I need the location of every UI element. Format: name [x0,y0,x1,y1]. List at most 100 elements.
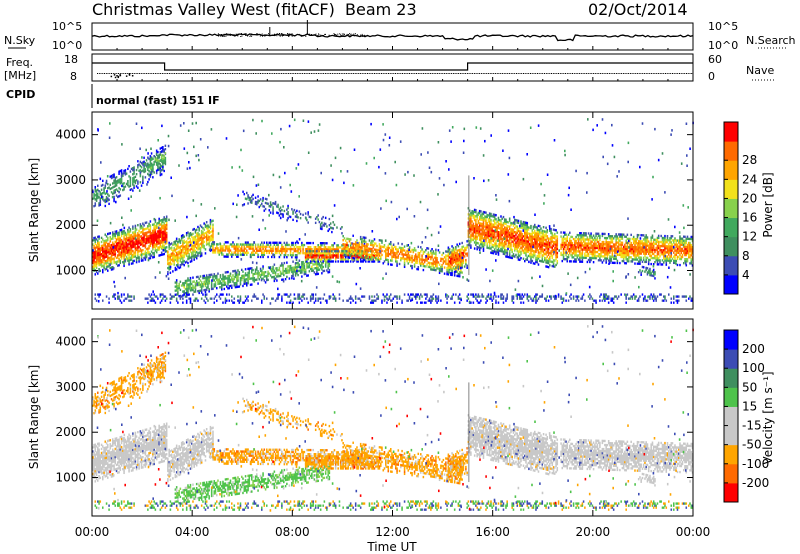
power-cell [359,256,362,259]
power-cell [142,179,144,183]
power-cell [323,257,326,260]
power-cell [383,250,386,253]
power-cell [308,270,311,273]
nave-point [556,73,558,74]
power-cell [277,205,279,209]
power-cell [354,251,357,254]
power-cell [307,246,309,249]
power-cell [187,249,189,253]
power-cell [219,245,222,248]
power-cell [440,269,442,273]
power-cell [194,251,197,255]
power-cell [337,254,339,257]
power-cell [331,226,333,230]
power-cell [137,238,139,241]
power-cell [372,246,375,249]
power-cell [327,252,329,255]
power-cell [195,255,198,258]
power-cell [380,247,382,250]
power-cell [254,243,257,246]
nave-point [326,73,328,74]
power-cell [203,222,205,225]
power-cell [318,248,321,251]
power-cell [132,173,134,176]
power-cell [279,264,282,267]
power-cell [175,268,178,271]
nave-point [203,73,205,74]
power-cell [287,269,289,272]
power-cell [442,258,445,261]
power-cell [456,266,458,269]
power-cell [150,238,153,241]
power-cell [162,245,164,248]
power-cell [110,260,113,263]
noise-search-point [257,33,259,35]
power-cell [327,267,329,270]
power-cell [159,219,162,222]
power-cell [198,235,200,238]
power-cell [327,250,329,253]
power-cell [331,248,333,251]
power-cell [182,248,184,251]
power-cell [222,283,224,287]
power-cell [294,256,297,259]
power-cell [365,253,367,256]
power-cell [413,263,416,266]
power-cell [194,229,197,232]
power-cell [113,249,115,252]
power-cell [246,251,248,254]
power-cell [102,244,104,247]
power-cell [193,286,195,289]
power-cell [447,256,450,260]
power-cell [247,196,249,199]
power-cell [323,224,326,227]
power-cell [516,225,519,228]
power-cell [92,259,94,262]
power-cell [112,174,114,177]
power-cell [172,249,174,253]
power-cell [286,271,288,274]
power-cell [239,243,242,246]
power-cell [234,286,237,289]
nave-point [400,73,402,74]
power-cell [192,251,194,254]
power-cell [94,194,97,197]
power-cell [122,254,124,258]
nave-point [151,73,153,74]
nave-point [426,73,428,74]
power-cell [197,234,199,237]
power-cell [112,237,114,240]
noise-search-point [218,35,219,37]
nave-point [459,73,461,74]
power-cell [149,155,152,158]
nave-point [675,73,677,74]
power-cell [178,252,180,255]
power-cell [443,266,446,269]
noise-search-point [337,33,339,35]
power-cell [139,253,142,257]
power-cell [92,239,94,242]
power-cell [125,249,128,253]
power-cell [110,266,113,269]
power-cell [336,256,338,259]
power-cell [97,248,99,251]
power-cell [204,252,207,255]
power-cell [221,284,223,287]
power-cell [203,234,205,237]
power-cell [163,244,165,248]
power-cell [284,243,287,247]
power-cell [269,266,272,269]
power-cell [182,254,184,257]
power-cell [455,266,457,269]
power-cell [145,221,148,224]
power-cell [257,282,259,285]
power-cell [426,259,428,262]
power-cell [331,256,333,259]
power-cell [140,249,143,252]
power-cell [163,232,165,235]
power-cell [92,197,94,200]
power-cell [92,189,94,192]
power-cell [183,290,185,293]
power-cell [198,247,200,250]
power-cell [168,245,170,249]
